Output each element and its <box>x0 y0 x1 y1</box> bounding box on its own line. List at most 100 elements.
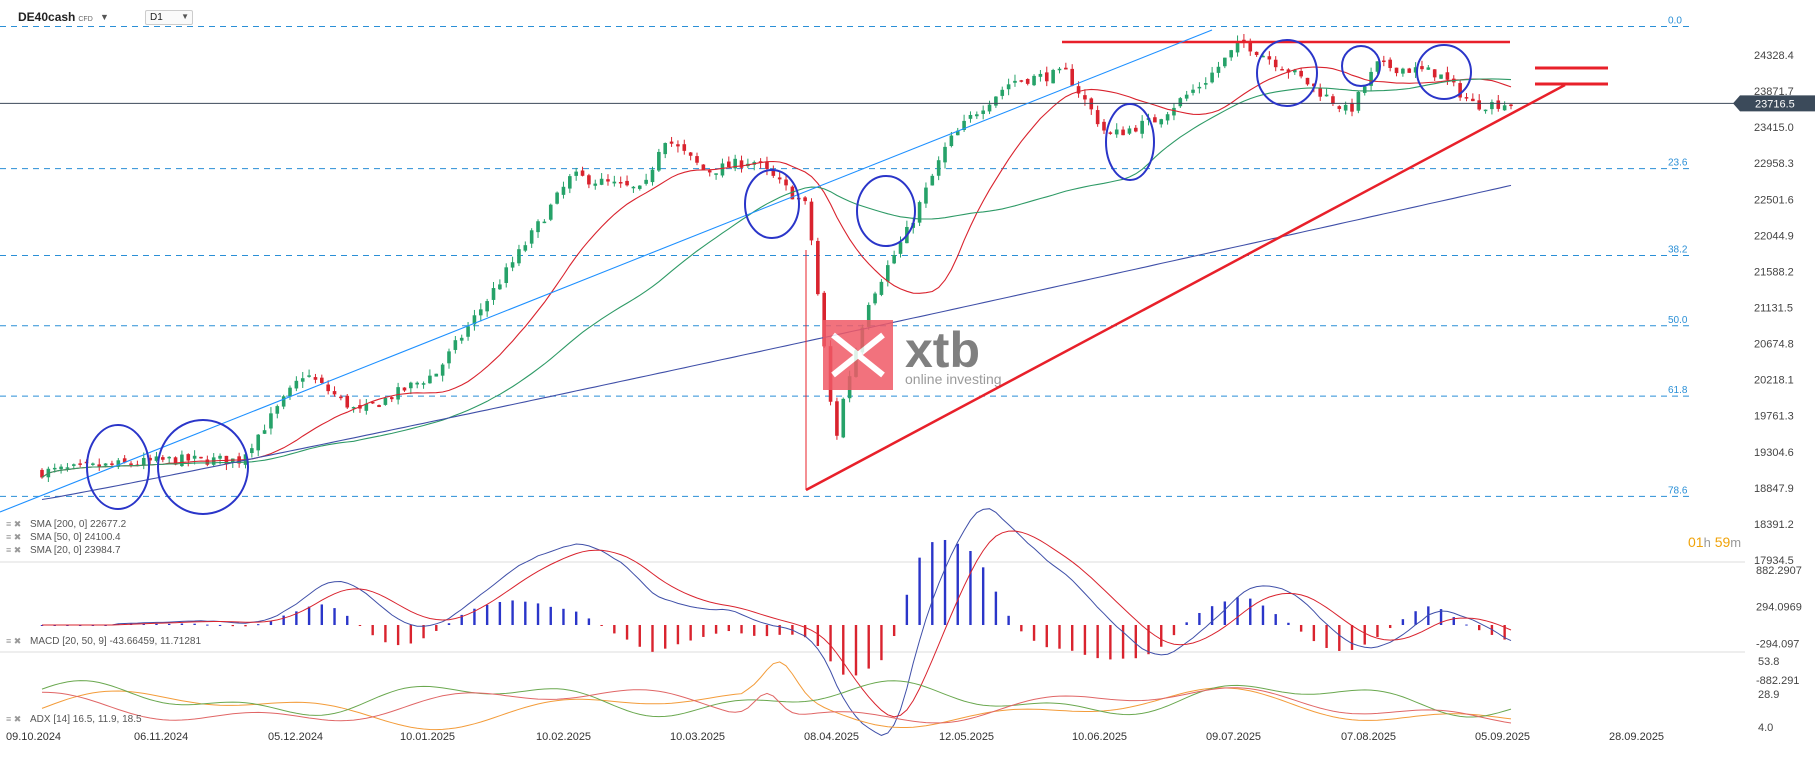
candle-body <box>1286 69 1291 73</box>
candle-body <box>523 245 528 251</box>
symbol-selector[interactable]: DE40cash CFD <box>18 10 93 24</box>
candle-body <box>1064 67 1068 70</box>
macd-bar <box>40 625 44 627</box>
candle-body <box>377 405 381 408</box>
candle-body <box>803 197 807 202</box>
candle-body <box>1025 78 1030 84</box>
candle-body <box>1127 128 1132 134</box>
candle-body <box>421 383 426 385</box>
date-tick-label: 09.07.2025 <box>1206 731 1261 743</box>
candle-body <box>657 151 661 171</box>
candle-body <box>478 309 483 316</box>
adx-minus-di-line[interactable] <box>41 687 1512 724</box>
candle-body <box>1509 104 1513 107</box>
candle-body <box>186 454 191 461</box>
macd-signal-line[interactable] <box>42 530 1512 718</box>
macd-bar <box>1032 625 1036 641</box>
date-tick-label: 09.10.2024 <box>6 731 61 743</box>
macd-bar <box>333 608 336 626</box>
candle-body <box>428 375 432 384</box>
channel-trendline[interactable] <box>0 29 1213 513</box>
highlight-circle[interactable] <box>1341 45 1381 87</box>
macd-bar <box>1045 625 1048 648</box>
highlight-circle[interactable] <box>86 424 150 510</box>
symbol-name: DE40cash <box>18 10 76 24</box>
timeframe-selector[interactable]: D1 ▼ <box>145 10 193 25</box>
highlight-circle[interactable] <box>744 169 800 239</box>
candle-body <box>1477 100 1482 110</box>
candle-body <box>78 463 82 465</box>
macd-bar <box>956 543 959 626</box>
sma-legend-label: SMA [200, 0] 22677.2 <box>30 519 127 530</box>
candle-body <box>1089 98 1094 110</box>
candle-body <box>1432 69 1437 78</box>
candle-body <box>1458 83 1462 98</box>
candle-body <box>1464 97 1469 99</box>
candle-body <box>809 201 814 241</box>
sma-200-line[interactable] <box>41 184 1512 501</box>
candle-body <box>676 144 680 147</box>
candle-body <box>396 387 400 400</box>
macd-bar <box>638 625 641 647</box>
price-tick-label: 22044.9 <box>1754 230 1794 242</box>
support-trendline[interactable] <box>805 83 1566 492</box>
macd-bar <box>1388 625 1392 629</box>
candle-body <box>517 249 521 264</box>
candle-body <box>606 179 610 182</box>
indicator-settings-icon: ≡ ✖ <box>6 519 21 529</box>
candle-body <box>141 457 146 466</box>
candle-body <box>256 434 261 451</box>
sma-50-line[interactable] <box>41 78 1512 478</box>
macd-bar <box>1465 624 1468 626</box>
fib-level-label: 50.0 <box>1668 315 1688 326</box>
highlight-circle[interactable] <box>856 175 916 247</box>
candle-body <box>332 391 337 395</box>
highlight-circle[interactable] <box>1416 44 1472 100</box>
macd-bar <box>1083 625 1087 655</box>
candle-body <box>968 114 973 119</box>
candle-body <box>955 130 960 136</box>
candle-body <box>383 397 388 405</box>
macd-bar <box>842 625 845 675</box>
candle-body <box>1299 70 1303 77</box>
date-tick-label: 05.12.2024 <box>268 731 323 743</box>
macd-bar <box>1134 625 1138 659</box>
macd-bar <box>1096 625 1099 659</box>
macd-bar <box>282 615 285 626</box>
chevron-down-icon[interactable]: ▼ <box>100 12 109 22</box>
candle-body <box>409 382 413 389</box>
adx-legend-label: ADX [14] 16.5, 11.9, 18.5 <box>30 714 142 725</box>
macd-line[interactable] <box>42 508 1512 736</box>
candle-body <box>1057 68 1062 71</box>
candle-body <box>1388 59 1392 68</box>
candle-body <box>1178 98 1183 107</box>
macd-histogram <box>40 539 1506 676</box>
adx-tick-label: 53.8 <box>1758 656 1779 668</box>
macd-bar <box>689 625 692 641</box>
adx-plus-di-line[interactable] <box>41 680 1512 718</box>
candle-body <box>97 464 102 468</box>
candle-body <box>1159 119 1164 125</box>
macd-bar <box>1350 625 1354 650</box>
candle-body <box>994 96 998 106</box>
candle-body <box>300 378 305 382</box>
candle-body <box>1191 89 1195 93</box>
date-tick-label: 06.11.2024 <box>134 731 188 743</box>
candle-body <box>402 387 407 391</box>
candle-body <box>587 175 591 185</box>
candle-body <box>777 177 782 180</box>
macd-bar <box>854 625 858 676</box>
current-price-label: 23716.5 <box>1755 98 1795 110</box>
macd-bar <box>1274 614 1277 626</box>
candle-body <box>663 143 668 155</box>
sma-20-line[interactable] <box>41 66 1512 478</box>
highlight-circle[interactable] <box>157 419 249 515</box>
candle-body <box>320 377 324 383</box>
candle-countdown: 01h 59m <box>1688 534 1742 550</box>
candle-body <box>288 387 292 396</box>
macd-tick-label: -294.097 <box>1756 638 1799 650</box>
highlight-circle[interactable] <box>1256 39 1318 107</box>
highlight-circle[interactable] <box>1105 103 1155 181</box>
adx-line[interactable] <box>41 661 1512 731</box>
